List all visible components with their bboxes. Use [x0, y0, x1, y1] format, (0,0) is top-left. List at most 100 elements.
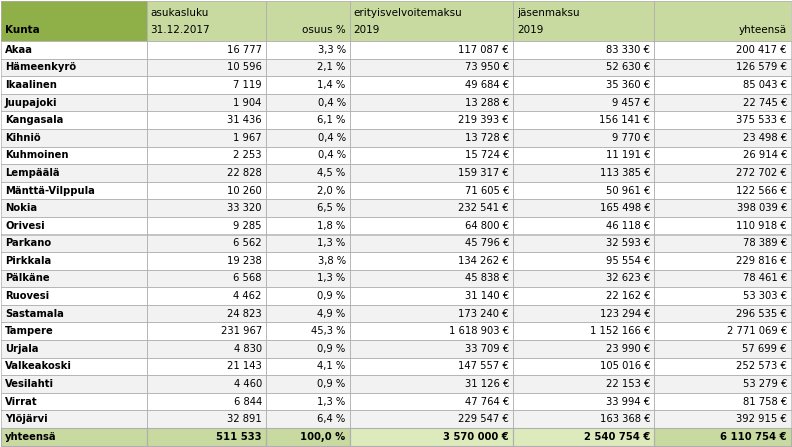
- Bar: [654, 235, 791, 252]
- Text: 53 303 €: 53 303 €: [743, 291, 787, 301]
- Text: 6,1 %: 6,1 %: [318, 115, 345, 125]
- Bar: [349, 410, 513, 428]
- Text: Mänttä-Vilppula: Mänttä-Vilppula: [5, 186, 95, 195]
- Text: 1,3 %: 1,3 %: [318, 238, 345, 248]
- Text: 52 630 €: 52 630 €: [606, 63, 650, 72]
- Bar: [1, 287, 147, 305]
- Text: 173 240 €: 173 240 €: [459, 309, 509, 319]
- Bar: [1, 322, 147, 340]
- Text: 26 914 €: 26 914 €: [743, 150, 787, 160]
- Text: 134 262 €: 134 262 €: [459, 256, 509, 266]
- Text: 113 385 €: 113 385 €: [600, 168, 650, 178]
- Bar: [513, 59, 654, 76]
- Text: 2019: 2019: [517, 25, 543, 35]
- Text: 32 623 €: 32 623 €: [606, 274, 650, 283]
- Bar: [513, 428, 654, 446]
- Bar: [513, 340, 654, 358]
- Bar: [1, 41, 147, 59]
- Text: Orivesi: Orivesi: [5, 221, 44, 231]
- Text: 10 260: 10 260: [227, 186, 262, 195]
- Bar: [147, 322, 266, 340]
- Bar: [513, 235, 654, 252]
- Text: 1,3 %: 1,3 %: [318, 396, 345, 407]
- Text: Akaa: Akaa: [5, 45, 33, 55]
- Text: 6,5 %: 6,5 %: [318, 203, 345, 213]
- Text: 123 294 €: 123 294 €: [600, 309, 650, 319]
- Text: 1 152 166 €: 1 152 166 €: [590, 326, 650, 336]
- Text: 49 684 €: 49 684 €: [465, 80, 509, 90]
- Bar: [147, 358, 266, 375]
- Text: Parkano: Parkano: [5, 238, 51, 248]
- Bar: [266, 217, 349, 235]
- Text: 33 320: 33 320: [227, 203, 262, 213]
- Text: 6 562: 6 562: [233, 238, 262, 248]
- Bar: [147, 1, 266, 41]
- Text: Lempäälä: Lempäälä: [5, 168, 59, 178]
- Bar: [513, 305, 654, 322]
- Text: 45 838 €: 45 838 €: [465, 274, 509, 283]
- Bar: [147, 235, 266, 252]
- Bar: [147, 59, 266, 76]
- Bar: [349, 164, 513, 182]
- Bar: [1, 428, 147, 446]
- Text: 156 141 €: 156 141 €: [600, 115, 650, 125]
- Bar: [266, 164, 349, 182]
- Bar: [1, 164, 147, 182]
- Text: 4,9 %: 4,9 %: [318, 309, 345, 319]
- Bar: [349, 270, 513, 287]
- Bar: [1, 147, 147, 164]
- Text: 375 533 €: 375 533 €: [737, 115, 787, 125]
- Text: 3,8 %: 3,8 %: [318, 256, 345, 266]
- Bar: [1, 393, 147, 410]
- Text: 45 796 €: 45 796 €: [465, 238, 509, 248]
- Bar: [266, 340, 349, 358]
- Bar: [349, 41, 513, 59]
- Bar: [513, 129, 654, 147]
- Text: 22 162 €: 22 162 €: [606, 291, 650, 301]
- Bar: [147, 111, 266, 129]
- Bar: [349, 111, 513, 129]
- Text: 126 579 €: 126 579 €: [736, 63, 787, 72]
- Text: 47 764 €: 47 764 €: [465, 396, 509, 407]
- Text: 9 457 €: 9 457 €: [612, 97, 650, 108]
- Bar: [513, 164, 654, 182]
- Bar: [513, 358, 654, 375]
- Text: jäsenmaksu: jäsenmaksu: [517, 8, 580, 18]
- Bar: [147, 182, 266, 199]
- Text: 1,8 %: 1,8 %: [318, 221, 345, 231]
- Text: 95 554 €: 95 554 €: [606, 256, 650, 266]
- Text: 33 709 €: 33 709 €: [465, 344, 509, 354]
- Text: 6 110 754 €: 6 110 754 €: [721, 432, 787, 442]
- Text: 110 918 €: 110 918 €: [737, 221, 787, 231]
- Bar: [147, 41, 266, 59]
- Text: asukasluku: asukasluku: [150, 8, 209, 18]
- Text: 23 498 €: 23 498 €: [743, 133, 787, 143]
- Bar: [349, 340, 513, 358]
- Bar: [147, 410, 266, 428]
- Text: 105 016 €: 105 016 €: [600, 362, 650, 371]
- Bar: [266, 375, 349, 393]
- Text: 22 745 €: 22 745 €: [743, 97, 787, 108]
- Text: 1 967: 1 967: [233, 133, 262, 143]
- Text: 7 119: 7 119: [233, 80, 262, 90]
- Text: Kuhmoinen: Kuhmoinen: [5, 150, 68, 160]
- Bar: [266, 76, 349, 94]
- Text: Tampere: Tampere: [5, 326, 54, 336]
- Text: 50 961 €: 50 961 €: [606, 186, 650, 195]
- Bar: [349, 59, 513, 76]
- Bar: [266, 94, 349, 111]
- Text: 2,1 %: 2,1 %: [318, 63, 345, 72]
- Text: Pirkkala: Pirkkala: [5, 256, 51, 266]
- Text: 73 950 €: 73 950 €: [465, 63, 509, 72]
- Text: 13 288 €: 13 288 €: [465, 97, 509, 108]
- Bar: [654, 41, 791, 59]
- Text: 31.12.2017: 31.12.2017: [150, 25, 210, 35]
- Text: 4,1 %: 4,1 %: [318, 362, 345, 371]
- Bar: [654, 111, 791, 129]
- Text: 398 039 €: 398 039 €: [737, 203, 787, 213]
- Bar: [266, 305, 349, 322]
- Bar: [349, 358, 513, 375]
- Text: Ylöjärvi: Ylöjärvi: [5, 414, 48, 424]
- Bar: [1, 59, 147, 76]
- Text: Juupajoki: Juupajoki: [5, 97, 58, 108]
